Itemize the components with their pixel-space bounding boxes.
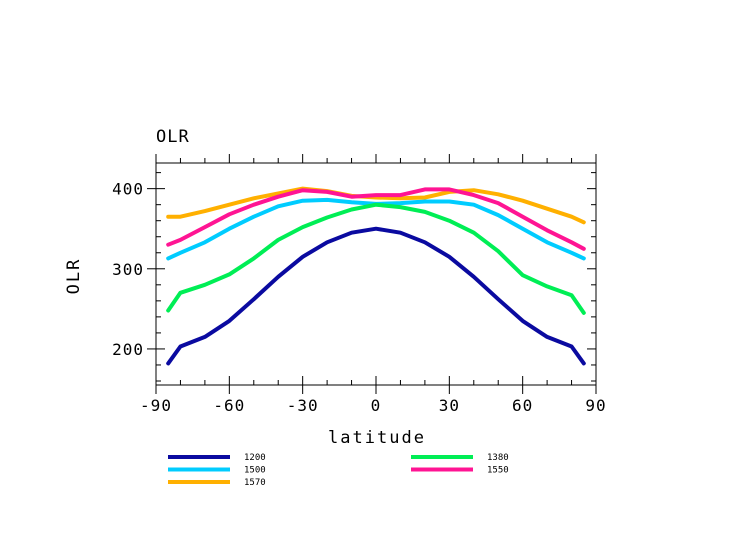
legend-label-1380: 1380	[487, 453, 509, 463]
x-tick-label: -60	[213, 396, 245, 415]
legend-label-1500: 1500	[244, 466, 266, 476]
y-axis-label: OLR	[64, 258, 84, 295]
x-tick-label: -30	[287, 396, 319, 415]
legend-label-1200: 1200	[244, 453, 266, 463]
x-tick-label: -90	[140, 396, 172, 415]
x-tick-label: 0	[371, 396, 382, 415]
x-axis-label: latitude	[328, 428, 426, 448]
tick-labels: -90 -60 -30 0 30 60 90 200 300 400	[112, 180, 606, 415]
series-line-1200	[166, 226, 586, 366]
series-line-1570	[166, 186, 586, 225]
y-tick-label: 300	[112, 260, 144, 279]
legend-label-1570: 1570	[244, 478, 266, 488]
x-tick-label: 90	[585, 396, 606, 415]
series-line-1550	[166, 187, 586, 251]
y-tick-label: 200	[112, 340, 144, 359]
legend: 1200 1500 1570 1380 1550	[168, 453, 509, 488]
series-lines	[166, 186, 586, 366]
series-line-1380	[166, 202, 586, 315]
x-tick-label: 60	[512, 396, 533, 415]
legend-label-1550: 1550	[487, 466, 509, 476]
plot-axes	[147, 154, 597, 394]
chart-title: OLR	[156, 127, 190, 147]
y-tick-label: 400	[112, 180, 144, 199]
x-tick-label: 30	[439, 396, 460, 415]
